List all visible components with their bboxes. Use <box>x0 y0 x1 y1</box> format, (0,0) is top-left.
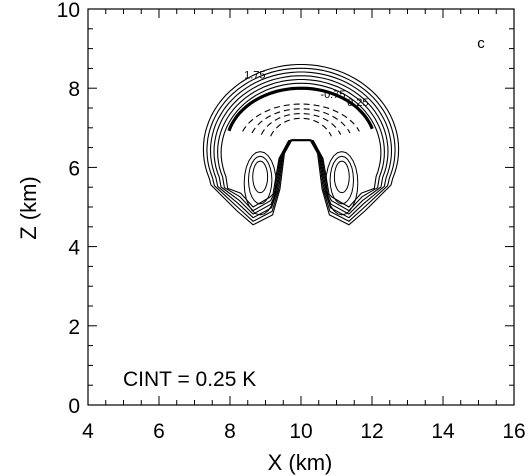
x-tick-label: 8 <box>224 420 236 443</box>
contour-stem-swirl <box>329 155 354 205</box>
x-tick-label: 12 <box>360 420 383 443</box>
x-tick-label: 6 <box>153 420 165 443</box>
contour-stem-swirl <box>333 160 350 194</box>
contour-label: 0.25 <box>347 97 368 109</box>
contour-thick-band <box>227 86 374 132</box>
contour-dashed <box>260 112 342 135</box>
x-tick-label: 10 <box>289 420 312 443</box>
contour-inline-labels: 1.75 -0.750.25 <box>244 69 368 109</box>
x-tick-label: 4 <box>82 420 94 443</box>
y-tick-label: 2 <box>68 316 80 339</box>
contour-label: -0.75 <box>320 89 345 101</box>
contour-solid <box>217 78 385 212</box>
y-tick-label: 8 <box>68 78 80 101</box>
y-axis-label: Z (km) <box>16 176 41 240</box>
contour-solid <box>202 63 400 226</box>
x-tick-label: 16 <box>502 420 525 443</box>
contour-dashed <box>251 108 351 134</box>
contour-dashed <box>270 117 332 137</box>
contour-label: 1.75 <box>244 69 265 81</box>
panel-label: c <box>477 35 485 52</box>
x-axis-label: X (km) <box>268 450 333 475</box>
tick-labels: 4 6 8 10 12 14 16 0 2 4 6 8 10 <box>57 0 526 443</box>
y-tick-label: 4 <box>68 237 80 260</box>
cint-annotation: CINT = 0.25 K <box>123 368 256 391</box>
contour-stem-swirl <box>325 151 359 216</box>
contour-dashed <box>242 103 360 132</box>
contour-stem-swirl <box>247 155 273 205</box>
y-tick-label: 10 <box>57 0 80 22</box>
contour-solid <box>206 67 396 222</box>
x-tick-label: 14 <box>431 420 455 443</box>
y-tick-label: 0 <box>68 395 80 418</box>
contour-lines <box>202 63 400 226</box>
contour-stem-swirl <box>243 151 277 216</box>
y-tick-label: 6 <box>68 157 80 180</box>
axis-ticks <box>87 8 515 406</box>
contour-solid <box>213 75 389 215</box>
contour-stem-swirl <box>252 160 269 194</box>
